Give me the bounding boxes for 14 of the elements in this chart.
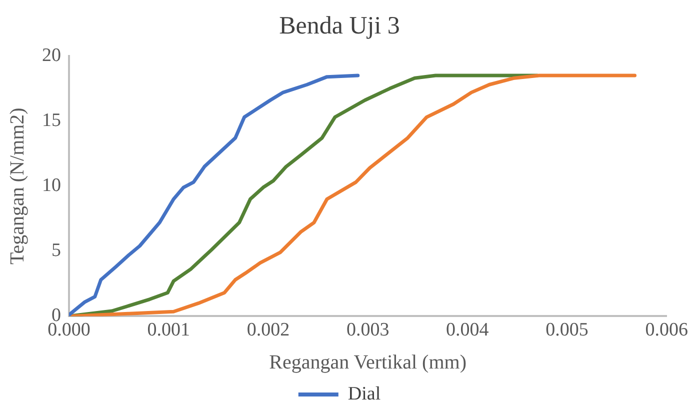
y-tick-label: 15 <box>42 110 61 132</box>
x-tick-label: 0.005 <box>546 320 588 341</box>
legend-label: Dial <box>348 383 381 404</box>
chart-title: Benda Uji 3 <box>279 12 400 40</box>
y-tick-label: 5 <box>52 240 61 262</box>
y-axis-title: Tegangan (N/mm2) <box>6 108 28 265</box>
x-tick-label: 0.006 <box>645 320 688 341</box>
y-tick-label: 20 <box>42 44 61 66</box>
x-axis-title: Regangan Vertikal (mm) <box>269 351 466 374</box>
x-tick-label: 0.001 <box>147 320 190 341</box>
x-tick-label: 0.002 <box>246 320 290 341</box>
y-tick-label: 10 <box>42 175 61 196</box>
x-tick-label: 0.003 <box>346 320 390 341</box>
x-tick-label: 0.004 <box>446 320 490 341</box>
